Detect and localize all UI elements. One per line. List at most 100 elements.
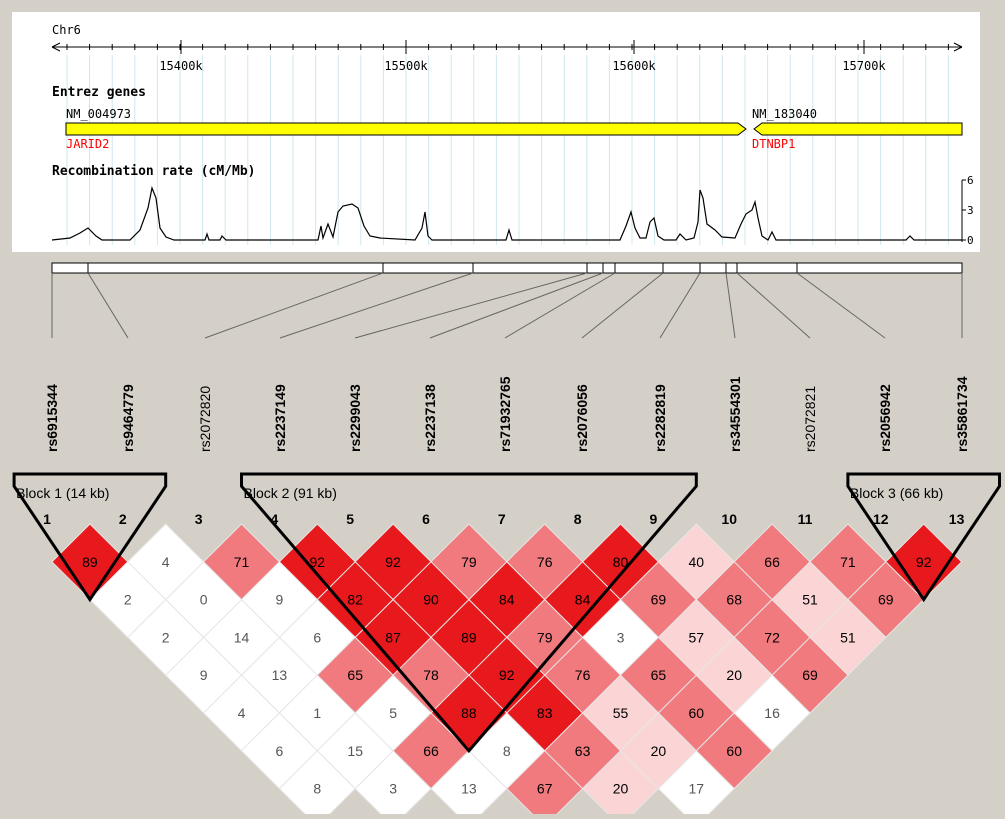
- ld-value: 79: [537, 629, 553, 645]
- snp-label[interactable]: rs71932765: [497, 376, 513, 452]
- marker-number: 1: [43, 511, 51, 527]
- block-label[interactable]: Block 2 (91 kb): [244, 485, 337, 501]
- ld-value: 69: [802, 667, 818, 683]
- ld-value: 72: [764, 629, 780, 645]
- ld-cell[interactable]: [506, 750, 584, 819]
- ld-value: 87: [385, 629, 401, 645]
- grid-lines: [66, 55, 949, 245]
- ld-value: 88: [461, 705, 477, 721]
- snp-label[interactable]: rs2237149: [272, 384, 288, 452]
- ld-value: 17: [689, 781, 705, 797]
- ld-value: 79: [461, 554, 477, 570]
- ld-value: 84: [499, 592, 515, 608]
- ld-value: 57: [689, 629, 705, 645]
- ld-value: 69: [878, 592, 894, 608]
- ld-value: 40: [689, 554, 705, 570]
- snp-label[interactable]: rs6915344: [44, 384, 60, 452]
- block-label[interactable]: Block 3 (66 kb): [850, 485, 943, 501]
- ld-value: 76: [537, 554, 553, 570]
- block-outline: [240, 472, 698, 754]
- ld-value: 0: [200, 592, 208, 608]
- ld-value: 20: [613, 781, 629, 797]
- ld-value: 20: [726, 667, 742, 683]
- snp-label[interactable]: rs2076056: [574, 384, 590, 452]
- ld-value: 4: [162, 554, 170, 570]
- ld-value: 89: [82, 554, 98, 570]
- snp-label[interactable]: rs2056942: [877, 384, 893, 452]
- marker-number: 13: [949, 511, 965, 527]
- ld-cell[interactable]: [354, 750, 432, 819]
- snp-label[interactable]: rs35861734: [954, 376, 970, 452]
- gene-arrow-jarid2[interactable]: [65, 122, 747, 136]
- ld-value: 71: [840, 554, 856, 570]
- marker-number: 3: [195, 511, 203, 527]
- snp-label[interactable]: rs34554301: [727, 376, 743, 452]
- ld-value: 2: [124, 592, 132, 608]
- ld-value: 14: [234, 629, 250, 645]
- ld-value: 6: [276, 743, 284, 759]
- gene-symbol-1[interactable]: JARID2: [66, 137, 109, 151]
- axis-minor-ticks: [66, 40, 949, 54]
- ld-value: 5: [389, 705, 397, 721]
- ld-value: 13: [272, 667, 288, 683]
- marker-connector: [504, 272, 616, 339]
- ld-cell[interactable]: [581, 750, 660, 819]
- snp-label[interactable]: rs9464779: [120, 384, 136, 452]
- snp-label[interactable]: rs2282819: [652, 384, 668, 452]
- ld-value: 3: [617, 629, 625, 645]
- ld-value: 51: [840, 629, 856, 645]
- ld-cell[interactable]: [430, 750, 508, 819]
- ld-value: 68: [726, 592, 742, 608]
- recomb-scale-0: 0: [967, 234, 974, 247]
- ld-value: 9: [200, 667, 208, 683]
- block-label[interactable]: Block 1 (14 kb): [16, 485, 109, 501]
- ld-value: 84: [575, 592, 591, 608]
- ld-value: 83: [537, 705, 553, 721]
- ld-value: 9: [276, 592, 284, 608]
- snp-label[interactable]: rs2072821: [802, 386, 818, 452]
- ld-value: 1: [313, 705, 321, 721]
- marker-connector: [429, 272, 604, 339]
- recomb-scale-3: 3: [967, 204, 974, 217]
- tick-label-15500k: 15500k: [384, 59, 428, 73]
- ld-value: 92: [385, 554, 401, 570]
- marker-connector: [659, 272, 701, 339]
- ld-value: 69: [651, 592, 667, 608]
- ld-value: 16: [764, 705, 780, 721]
- ld-value: 8: [503, 743, 511, 759]
- snp-label[interactable]: rs2237138: [422, 384, 438, 452]
- ld-value: 78: [423, 667, 439, 683]
- marker-number: 7: [498, 511, 506, 527]
- snp-label[interactable]: rs2072820: [197, 386, 213, 452]
- tick-label-15600k: 15600k: [612, 59, 656, 73]
- ld-value: 60: [726, 743, 742, 759]
- marker-position-bar: [51, 262, 963, 274]
- gene-accession-1: NM_004973: [66, 107, 131, 121]
- marker-connector: [279, 272, 474, 339]
- ld-value: 71: [234, 554, 250, 570]
- ld-value: 6: [313, 629, 321, 645]
- marker-connector: [725, 272, 736, 339]
- ld-value: 63: [575, 743, 591, 759]
- gene-symbol-2[interactable]: DTNBP1: [752, 137, 795, 151]
- snp-label[interactable]: rs2299043: [347, 384, 363, 452]
- ld-value: 13: [461, 781, 477, 797]
- gene-accession-2: NM_183040: [752, 107, 817, 121]
- ld-value: 2: [162, 629, 170, 645]
- ld-value: 15: [347, 743, 363, 759]
- ld-cell[interactable]: [657, 750, 735, 819]
- recomb-scale-6: 6: [967, 174, 974, 187]
- ld-value: 51: [802, 592, 818, 608]
- gene-arrow-dtnbp1[interactable]: [753, 122, 963, 136]
- ld-value: 92: [310, 554, 326, 570]
- tick-label-15700k: 15700k: [842, 59, 886, 73]
- recombination-track-title: Recombination rate (cM/Mb): [52, 164, 256, 179]
- snp-label-layer: rs6915344 rs9464779 rs2072820 rs2237149 rs22…: [44, 376, 970, 452]
- ld-cell[interactable]: [278, 750, 356, 819]
- ld-value: 67: [537, 781, 553, 797]
- marker-tick-layer: [51, 263, 963, 273]
- ld-value: 89: [461, 629, 477, 645]
- marker-number: 4: [271, 511, 279, 527]
